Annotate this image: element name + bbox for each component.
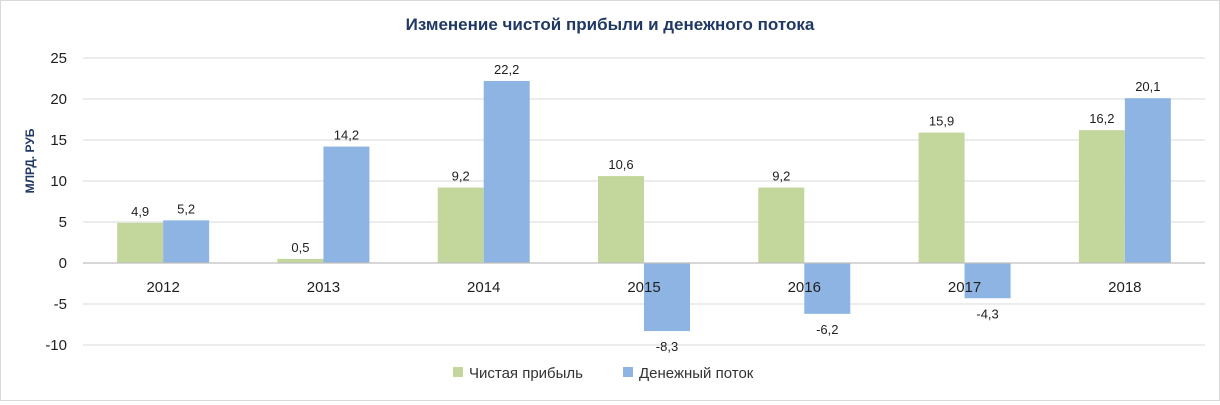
y-tick-label: 15 [50,132,67,149]
y-tick-label: 10 [50,173,67,190]
bar [437,187,484,263]
data-label: -6,2 [816,322,838,337]
data-label: 14,2 [334,128,359,143]
y-axis-label: МЛРД. РУБ [23,128,37,193]
y-tick-label: -5 [54,296,67,313]
data-label: -4,3 [976,306,998,321]
legend-label: Денежный поток [639,365,754,382]
x-tick-label: 2018 [1108,279,1141,296]
data-labels: 4,9 5,2 0,5 14,2 9,2 22,2 10,6 -8,3 9,2 -6,2 15,9 -… [131,62,1160,354]
data-label: 16,2 [1089,111,1114,126]
bar [804,263,851,314]
bar [483,80,530,264]
y-tick-label: 25 [50,50,67,67]
data-label: 10,6 [608,157,633,172]
x-tick-label: 2013 [307,279,340,296]
data-label: 0,5 [291,240,309,255]
bars-group [117,80,1171,332]
bar [1078,130,1125,263]
x-tick-label: 2017 [948,279,981,296]
chart-title: Изменение чистой прибыли и денежного пот… [406,15,815,34]
data-label: -8,3 [656,339,678,354]
legend-swatch [623,367,633,377]
bar [918,132,965,263]
y-tick-label: -10 [45,337,67,354]
legend-label: Чистая прибыль [469,365,583,382]
bar [117,222,164,263]
x-tick-label: 2015 [627,279,660,296]
y-tick-labels: -10 -5 0 5 10 15 20 25 [45,50,67,354]
data-label: 5,2 [177,201,195,216]
bar [598,176,644,263]
bar [964,263,1011,299]
y-tick-label: 5 [59,214,67,231]
legend-swatch [453,367,463,377]
legend: Чистая прибыль Денежный поток [453,365,754,382]
bar [758,187,805,263]
bar [323,146,370,263]
data-label: 15,9 [929,114,954,129]
x-tick-label: 2012 [146,279,179,296]
data-label: 9,2 [772,169,790,184]
x-tick-label: 2014 [467,279,500,296]
bar [1124,98,1171,264]
bar [644,263,690,332]
data-label: 20,1 [1135,79,1160,94]
x-tick-label: 2016 [788,279,821,296]
bar [277,258,324,263]
data-label: 4,9 [131,204,149,219]
x-tick-labels: 2012 2013 2014 2015 2016 2017 2018 [146,279,1141,296]
data-label: 9,2 [452,169,470,184]
data-label: 22,2 [494,62,519,77]
y-tick-label: 0 [59,255,67,272]
bar [163,220,210,263]
y-tick-label: 20 [50,91,67,108]
